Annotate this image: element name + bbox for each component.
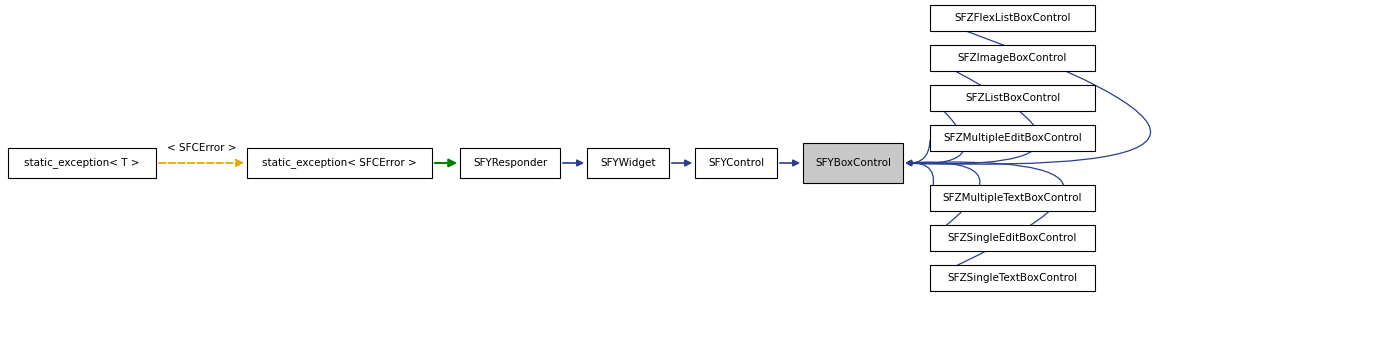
FancyBboxPatch shape [8, 148, 157, 178]
Text: < SFCError >: < SFCError > [166, 143, 236, 153]
FancyBboxPatch shape [247, 148, 432, 178]
Text: SFZFlexListBoxControl: SFZFlexListBoxControl [954, 13, 1071, 23]
FancyBboxPatch shape [930, 225, 1096, 251]
Text: SFYBoxControl: SFYBoxControl [816, 158, 891, 168]
Text: static_exception< SFCError >: static_exception< SFCError > [262, 158, 417, 168]
FancyBboxPatch shape [930, 85, 1096, 111]
Text: static_exception< T >: static_exception< T > [25, 158, 140, 168]
Text: SFYWidget: SFYWidget [600, 158, 656, 168]
FancyBboxPatch shape [588, 148, 669, 178]
FancyBboxPatch shape [930, 5, 1096, 31]
Text: SFYControl: SFYControl [708, 158, 763, 168]
FancyBboxPatch shape [930, 125, 1096, 151]
Text: SFZSingleTextBoxControl: SFZSingleTextBoxControl [947, 273, 1078, 283]
FancyBboxPatch shape [930, 45, 1096, 71]
FancyBboxPatch shape [695, 148, 777, 178]
FancyBboxPatch shape [930, 185, 1096, 211]
Text: SFZSingleEditBoxControl: SFZSingleEditBoxControl [947, 233, 1078, 243]
Text: SFYResponder: SFYResponder [472, 158, 546, 168]
Text: SFZMultipleEditBoxControl: SFZMultipleEditBoxControl [943, 133, 1082, 143]
Text: SFZListBoxControl: SFZListBoxControl [965, 93, 1060, 103]
FancyBboxPatch shape [460, 148, 560, 178]
Text: SFZMultipleTextBoxControl: SFZMultipleTextBoxControl [943, 193, 1082, 203]
Text: SFZImageBoxControl: SFZImageBoxControl [958, 53, 1067, 63]
FancyBboxPatch shape [803, 143, 903, 183]
FancyBboxPatch shape [930, 265, 1096, 291]
